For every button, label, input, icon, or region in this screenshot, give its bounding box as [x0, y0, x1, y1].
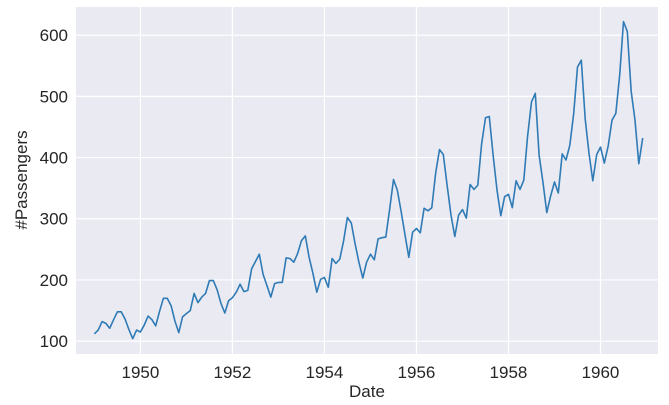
x-tick-label: 1950: [121, 363, 159, 382]
plot-area: [76, 7, 658, 354]
x-tick-label: 1958: [490, 363, 528, 382]
x-tick-label: 1956: [398, 363, 436, 382]
x-tick-label: 1960: [582, 363, 620, 382]
y-tick-label: 400: [40, 149, 68, 168]
x-axis-ticks: 1950 1952 1954 1956 1958 1960: [121, 363, 619, 382]
y-axis-label: #Passengers: [12, 130, 31, 229]
x-tick-label: 1954: [306, 363, 344, 382]
gridlines: [76, 7, 658, 354]
y-tick-label: 300: [40, 210, 68, 229]
passengers-line: [93, 20, 644, 340]
y-tick-label: 100: [40, 332, 68, 351]
y-tick-label: 200: [40, 271, 68, 290]
y-axis-ticks: 100 200 300 400 500 600: [40, 26, 68, 351]
y-tick-label: 500: [40, 87, 68, 106]
x-tick-label: 1952: [214, 363, 252, 382]
y-tick-label: 600: [40, 26, 68, 45]
x-axis-label: Date: [349, 382, 385, 401]
